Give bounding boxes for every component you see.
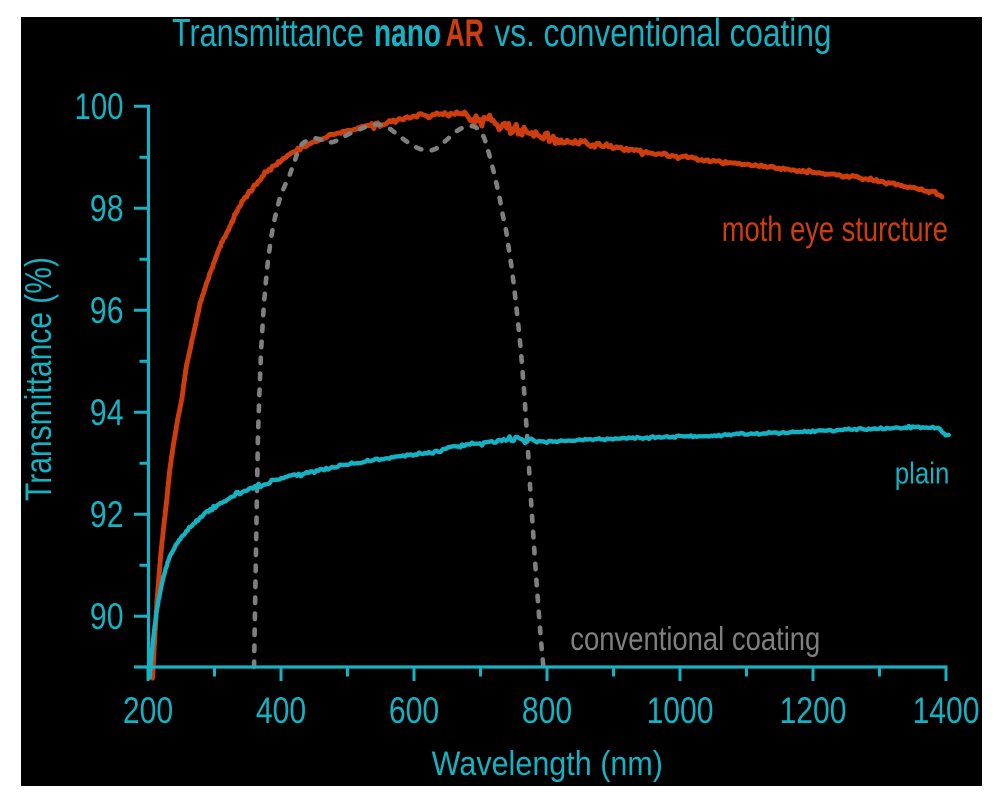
- svg-text:92: 92: [90, 494, 124, 536]
- svg-text:AR: AR: [446, 12, 485, 55]
- svg-text:Wavelength (nm): Wavelength (nm): [432, 744, 663, 782]
- svg-text:plain: plain: [895, 456, 950, 491]
- svg-text:400: 400: [256, 690, 306, 732]
- svg-text:moth eye sturcture: moth eye sturcture: [722, 208, 948, 248]
- svg-text:100: 100: [75, 87, 124, 128]
- svg-text:1200: 1200: [780, 690, 847, 732]
- svg-text:98: 98: [90, 188, 124, 230]
- svg-text:96: 96: [90, 290, 124, 332]
- svg-text:94: 94: [90, 392, 124, 434]
- svg-text:90: 90: [90, 596, 124, 638]
- svg-text:1400: 1400: [913, 690, 980, 732]
- svg-text:Transmittance: Transmittance: [172, 13, 364, 55]
- svg-text:600: 600: [389, 690, 439, 732]
- svg-text:800: 800: [522, 690, 572, 732]
- svg-text:vs. conventional coating: vs. conventional coating: [494, 12, 831, 55]
- svg-text:Transmittance (%): Transmittance (%): [19, 257, 60, 501]
- svg-text:200: 200: [123, 690, 173, 732]
- svg-text:conventional coating: conventional coating: [570, 620, 820, 657]
- svg-text:nano: nano: [374, 13, 441, 55]
- svg-text:1000: 1000: [647, 690, 714, 732]
